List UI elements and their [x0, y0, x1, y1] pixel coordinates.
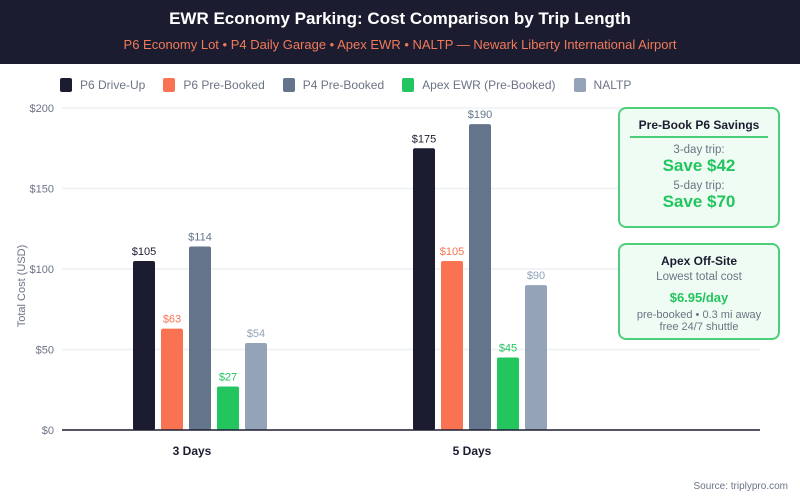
data-label: $105	[132, 246, 156, 258]
data-label: $175	[412, 133, 436, 145]
data-label: $90	[527, 270, 545, 282]
chart-title: EWR Economy Parking: Cost Comparison by …	[169, 9, 631, 28]
bar	[525, 285, 547, 430]
legend-swatch	[163, 78, 176, 92]
legend-swatch	[573, 78, 586, 92]
data-label: $190	[468, 109, 492, 121]
bar	[189, 246, 211, 430]
bar	[133, 260, 155, 430]
data-label: $27	[219, 372, 237, 384]
bar	[217, 386, 239, 430]
y-tick-label: $150	[30, 184, 54, 196]
legend-item: NALTP	[573, 78, 632, 92]
legend-swatch	[60, 78, 72, 92]
chart-subtitle: P6 Economy Lot • P4 Daily Garage • Apex …	[123, 37, 677, 52]
x-tick-label: 5 Days	[453, 444, 492, 458]
apex-price: $6.95/day	[669, 290, 729, 305]
bar	[413, 148, 435, 430]
legend: P6 Drive-Up P6 Pre-Booked P4 Pre-Booked Ape…	[60, 78, 649, 92]
legend-item: P6 Drive-Up	[60, 78, 145, 92]
savings-5day-value: Save $70	[662, 192, 736, 211]
bar	[469, 124, 491, 430]
y-tick-label: $100	[30, 264, 54, 276]
legend-label: Apex EWR (Pre-Booked)	[422, 78, 556, 92]
apex-title: Apex Off-Site	[660, 254, 737, 268]
bar	[441, 260, 463, 430]
bar	[161, 328, 183, 430]
legend-label: NALTP	[593, 78, 632, 92]
data-label: $63	[163, 314, 181, 326]
y-tick-label: $200	[30, 103, 54, 115]
legend-label: P6 Pre-Booked	[183, 78, 265, 92]
bar	[245, 343, 267, 430]
apex-detail-1: pre-booked • 0.3 mi away	[636, 309, 762, 321]
legend-item: P6 Pre-Booked	[163, 78, 265, 92]
savings-3day-value: Save $42	[662, 156, 736, 175]
source-note: Source: triplypro.com	[693, 481, 788, 492]
apex-subtitle: Lowest total cost	[656, 271, 742, 283]
legend-swatch	[282, 78, 295, 92]
data-label: $114	[188, 231, 212, 243]
legend-label: P6 Drive-Up	[80, 78, 146, 92]
savings-3day-label: 3-day trip:	[673, 144, 725, 156]
data-label: $105	[440, 246, 464, 258]
data-label: $54	[247, 328, 265, 340]
legend-item: P4 Pre-Booked	[282, 78, 385, 92]
data-label: $45	[499, 343, 517, 355]
y-tick-label: $50	[36, 345, 54, 357]
savings-callout: Pre-Book P6 Savings 3-day trip: Save $42…	[618, 107, 780, 228]
legend-label: P4 Pre-Booked	[302, 78, 385, 92]
x-tick-label: 3 Days	[173, 444, 212, 458]
legend-item: Apex EWR (Pre-Booked)	[402, 78, 556, 92]
savings-title: Pre-Book P6 Savings	[638, 118, 760, 132]
legend-swatch	[402, 78, 415, 92]
divider	[630, 136, 768, 138]
chart-header: EWR Economy Parking: Cost Comparison by …	[0, 0, 800, 64]
apex-callout: Apex Off-Site Lowest total cost $6.95/da…	[618, 243, 780, 340]
apex-detail-2: free 24/7 shuttle	[659, 321, 739, 333]
savings-5day-label: 5-day trip:	[673, 180, 725, 192]
y-tick-label: $0	[42, 425, 54, 437]
bar	[497, 357, 519, 430]
